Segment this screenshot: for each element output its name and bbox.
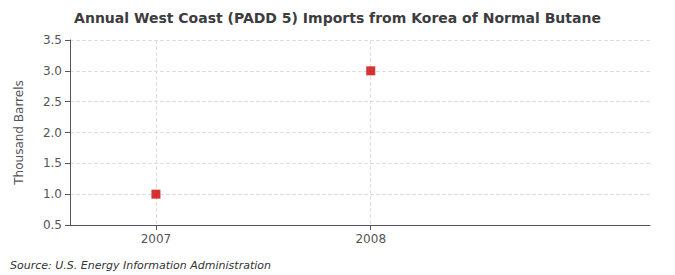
svg-text:1.5: 1.5 bbox=[43, 156, 62, 170]
svg-text:0.5: 0.5 bbox=[43, 218, 62, 232]
svg-text:2007: 2007 bbox=[141, 232, 172, 246]
svg-text:Thousand Barrels: Thousand Barrels bbox=[12, 80, 26, 185]
svg-text:3.0: 3.0 bbox=[43, 64, 62, 78]
svg-text:2.5: 2.5 bbox=[43, 95, 62, 109]
svg-text:2008: 2008 bbox=[355, 232, 386, 246]
svg-text:2.0: 2.0 bbox=[43, 126, 62, 140]
svg-text:Source: U.S. Energy Informatio: Source: U.S. Energy Information Administ… bbox=[10, 259, 271, 272]
svg-text:1.0: 1.0 bbox=[43, 187, 62, 201]
svg-text:Annual West Coast (PADD 5) Imp: Annual West Coast (PADD 5) Imports from … bbox=[74, 10, 601, 26]
svg-text:3.5: 3.5 bbox=[43, 33, 62, 47]
